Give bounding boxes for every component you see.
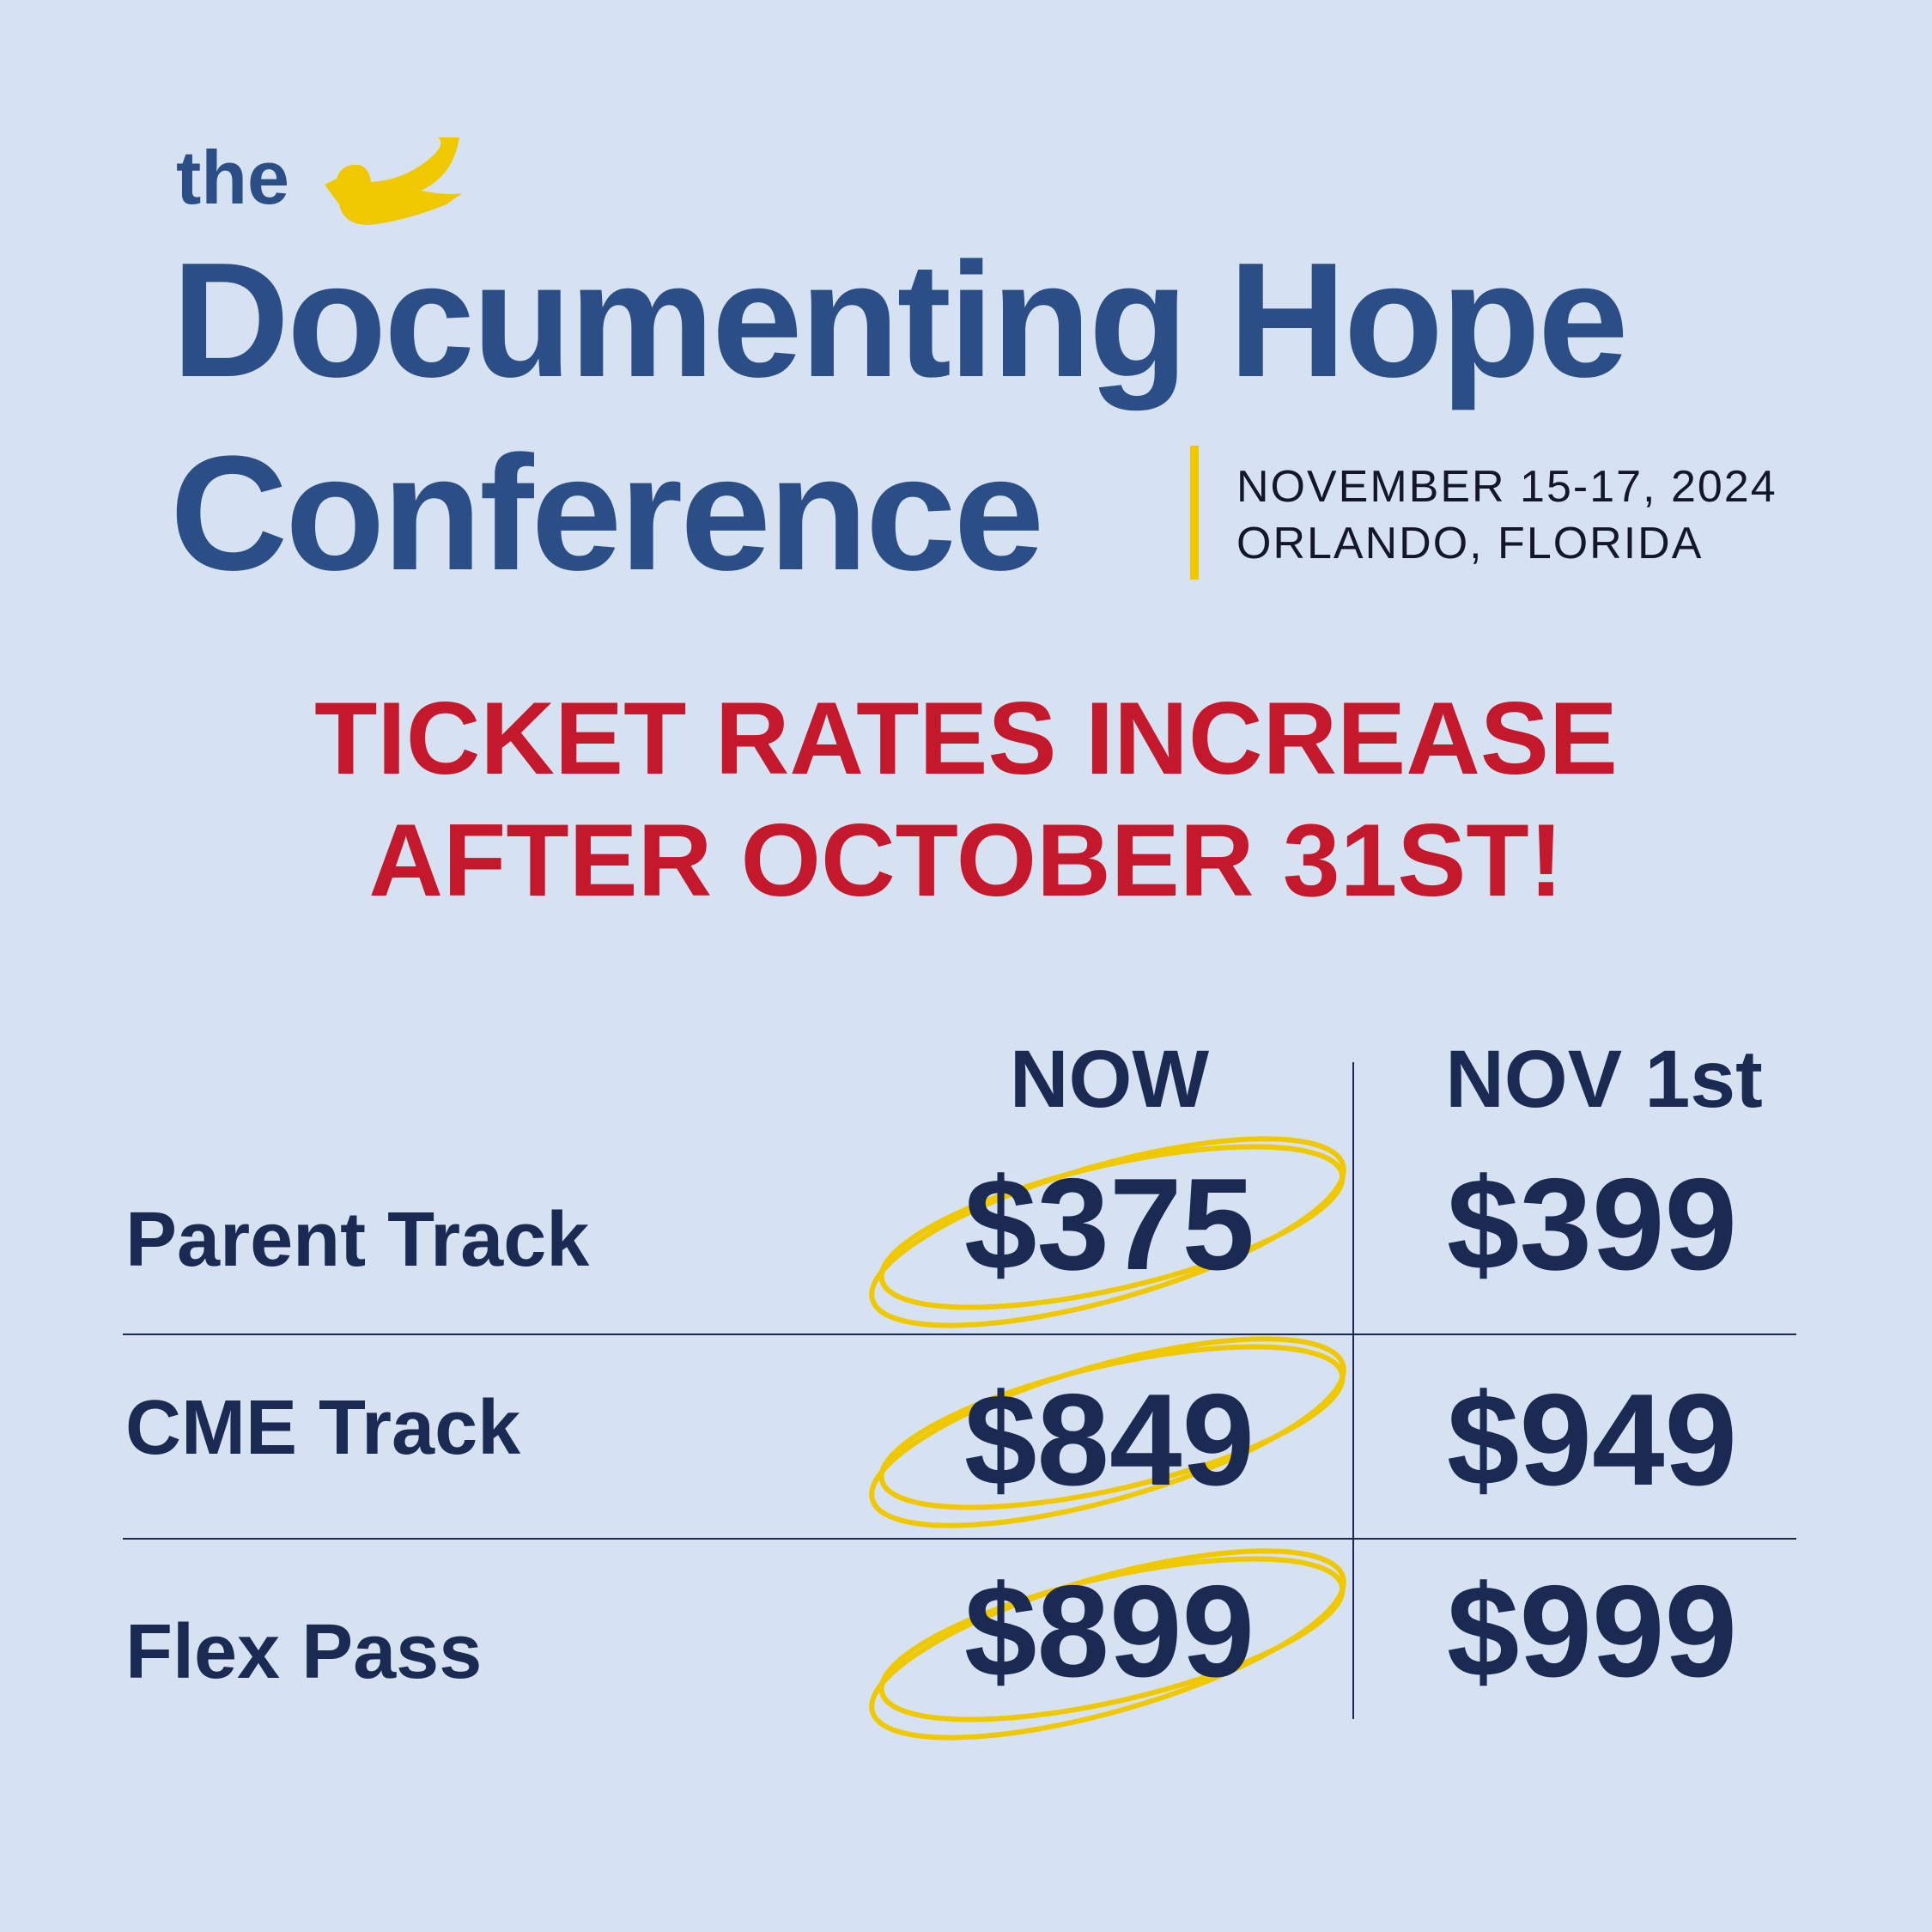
price-later: $949 <box>1447 1367 1737 1513</box>
price-later: $399 <box>1447 1151 1737 1297</box>
title-line2: Conference <box>170 422 1042 605</box>
event-date: NOVEMBER 15-17, 2024 <box>1236 462 1777 512</box>
title-prefix: the <box>176 135 289 220</box>
price-now: $899 <box>964 1558 1255 1704</box>
price-now: $849 <box>964 1367 1255 1513</box>
row-label: Parent Track <box>125 1197 590 1283</box>
event-location: ORLANDO, FLORIDA <box>1236 519 1703 568</box>
price-now: $375 <box>964 1151 1255 1297</box>
title-line1: Documenting Hope <box>172 229 1626 411</box>
highlight-circle <box>878 1556 1346 1722</box>
highlight-circle <box>878 1344 1346 1510</box>
divider-bar <box>1190 446 1199 580</box>
announcement-line: TICKET RATES INCREASE <box>314 681 1618 796</box>
highlight-circle <box>878 1144 1346 1310</box>
bird-logo <box>325 137 462 225</box>
column-header: NOW <box>1010 1034 1210 1125</box>
price-rows: Parent Track $375 $399 CME Track $849 $949 Fle… <box>125 1136 1737 1741</box>
row-label: CME Track <box>125 1385 521 1471</box>
column-header: NOV 1st <box>1445 1034 1763 1125</box>
announcement-line: AFTER OCTOBER 31ST! <box>368 803 1563 918</box>
row-label: Flex Pass <box>125 1609 482 1695</box>
price-later: $999 <box>1447 1558 1737 1704</box>
